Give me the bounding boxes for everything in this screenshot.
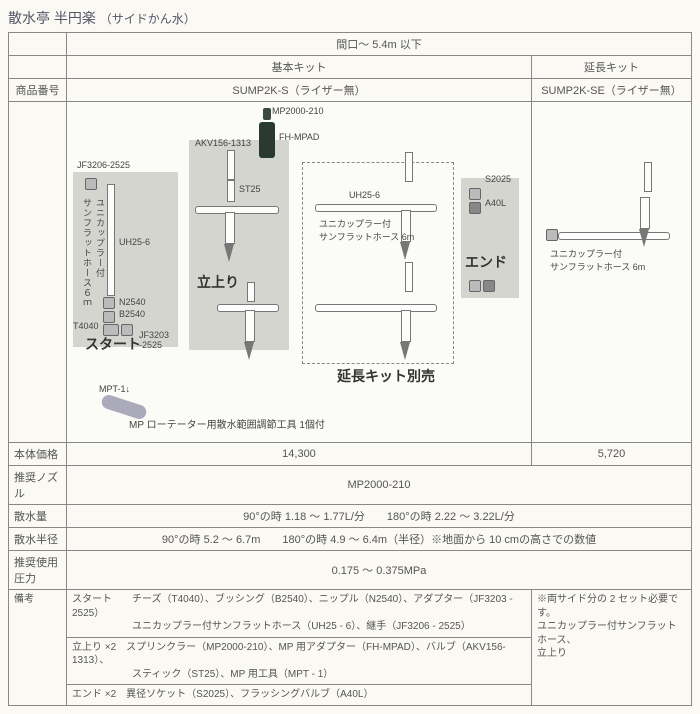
lbl-hose-v: ユニカップラー付サンフラットホース６ｍ [81,198,107,308]
header-span: 間口～ 5.4m 以下 [67,33,692,56]
rad-val: 90°の時 5.2 ～ 6.7m 180°の時 4.9 ～ 6.4m（半径）※地… [67,528,692,551]
press-lbl: 推奨使用圧力 [9,551,67,590]
hose-e1 [315,204,437,212]
price-ext: 5,720 [531,443,691,466]
biko2: 立上り ×2 スプリンクラー（MP2000-210）、MP 用アダプター（FH-… [67,637,532,685]
lbl-t4040: T4040 [73,321,99,331]
spec-table: 間口～ 5.4m 以下 基本キット 延長キット 商品番号 SUMP2K-S（ライ… [8,32,692,706]
part-riser-1 [227,150,235,180]
lbl-fhmpad: FH-MPAD [279,132,319,142]
part-s2025 [469,188,481,200]
row-prodno: 商品番号 [9,79,67,102]
stake-2 [245,310,255,360]
hose-vertical [107,184,115,296]
stake-e2 [401,310,411,360]
ext-stake [640,197,650,247]
biko-lbl: 備考 [9,590,67,706]
part-n2540 [103,297,115,309]
stake-1 [225,212,235,262]
lbl-ext-hose: ユニカップラー付サンフラットホース 6m [550,247,645,273]
lbl-mpt1: MPT-1↓ [99,384,130,394]
lbl-s2025: S2025 [485,174,511,184]
price-lbl: 本体価格 [9,443,67,466]
col-basic: 基本キット [67,56,532,79]
biko-ext: ※両サイド分の 2 セット必要です。 ユニカップラー付サンフラットホース、 立上… [531,590,691,706]
lbl-hose-h1: ユニカップラー付サンフラットホース 6m [319,217,414,243]
lbl-start: スタート [85,334,141,354]
vol-val: 90°の時 1.18 ～ 1.77L/分 180°の時 2.22 ～ 3.22L… [67,505,692,528]
lbl-jf3203: JF3203 -2525 [139,330,169,350]
ext-conn [546,229,558,241]
lbl-sep: 延長キット別売 [337,366,435,386]
lbl-mptool: MP ローテーター用散水範囲調節工具 1個付 [129,416,325,431]
title-main: 散水亭 半円楽 [8,10,96,26]
col-ext: 延長キット [531,56,691,79]
ext-diagram: ユニカップラー付サンフラットホース 6m [531,102,691,443]
basic-diagram: JF3206-2525 ユニカップラー付サンフラットホース６ｍ UH25-6 N… [67,102,532,443]
nozzle-val: MP2000-210 [67,466,692,505]
vol-lbl: 散水量 [9,505,67,528]
lbl-n2540: N2540 [119,297,146,307]
nozzle-lbl: 推奨ノズル [9,466,67,505]
part-fhmpad [259,122,275,158]
lbl-uh256-2: UH25-6 [349,190,380,200]
tachi-group [189,140,289,350]
lbl-end: エンド [465,252,507,272]
lbl-b2540: B2540 [119,309,145,319]
lbl-jf3206: JF3206-2525 [77,160,130,170]
part-st25 [227,180,235,202]
biko1: スタート チーズ（T4040）、ブッシング（B2540）、ニップル（N2540）… [67,590,532,638]
part-b2540 [103,311,115,323]
lbl-st25: ST25 [239,184,261,194]
riser-mini [247,282,255,302]
ext-riser [644,162,652,192]
part-mp2000 [263,108,271,120]
part-end2a [469,280,481,292]
lbl-tachi: 立上り [197,272,239,292]
rad-lbl: 散水半径 [9,528,67,551]
part-end2b [483,280,495,292]
riser-e1 [405,152,413,182]
page-title: 散水亭 半円楽 （サイドかん水） [8,8,692,28]
press-val: 0.175 ～ 0.375MPa [67,551,692,590]
biko3: エンド ×2 異径ソケット（S2025）、フラッシングバルブ（A40L） [67,685,532,706]
prod-ext: SUMP2K-SE（ライザー無） [531,79,691,102]
ext-hose [558,232,670,240]
prod-basic: SUMP2K-S（ライザー無） [67,79,532,102]
lbl-mp2000: MP2000-210 [272,106,324,116]
title-sub: （サイドかん水） [100,12,196,26]
hose-t1 [195,206,279,214]
part-a40l [469,202,481,214]
hose-e2 [315,304,437,312]
part-jf3206 [85,178,97,190]
lbl-akv: AKV156-1313 [195,138,251,148]
riser-e2 [405,262,413,292]
lbl-uh256-1: UH25-6 [119,237,150,247]
price-basic: 14,300 [67,443,532,466]
lbl-a40l: A40L [485,198,506,208]
